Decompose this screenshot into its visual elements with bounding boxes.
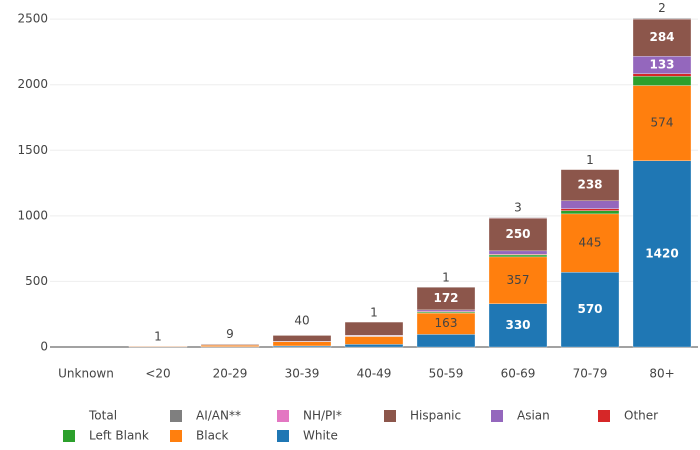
x-tick-label: 50-59 [429, 367, 464, 381]
legend-swatch [277, 430, 289, 442]
bar-segment [488, 217, 548, 218]
legend-label: Hispanic [410, 409, 461, 423]
legend-label: Left Blank [89, 429, 149, 443]
total-label: 1 [370, 305, 378, 319]
legend-label: Other [624, 409, 658, 423]
legend-swatch [277, 410, 289, 422]
value-label: 238 [577, 178, 602, 192]
x-tick-label: 80+ [649, 367, 674, 381]
value-label: 284 [649, 30, 674, 44]
bar-segment [632, 73, 692, 77]
legend-swatch [384, 410, 396, 422]
value-label: 163 [435, 316, 458, 330]
bar-segment [632, 17, 692, 19]
bar-segment [416, 309, 476, 312]
bar-segment [344, 344, 404, 348]
value-label: 1420 [645, 246, 678, 260]
x-tick-label: 60-69 [501, 367, 536, 381]
bar-segment [560, 169, 620, 201]
total-label: 1 [586, 153, 594, 167]
bar-segment [488, 303, 548, 348]
x-tick-label: 70-79 [573, 367, 608, 381]
y-tick-label: 2500 [17, 12, 48, 26]
bar-segment [272, 341, 332, 347]
bar-segment [344, 321, 404, 336]
legend-label: Total [88, 409, 117, 423]
bar-segment [416, 334, 476, 348]
bar-segment [560, 208, 620, 211]
y-tick-label: 500 [25, 274, 48, 288]
bar-segment [272, 345, 332, 348]
total-label: 9 [226, 327, 234, 341]
legend-swatch [63, 430, 75, 442]
x-tick-label: Unknown [58, 367, 114, 381]
legend-label: NH/PI* [303, 409, 342, 423]
bar-segment [344, 336, 404, 345]
value-label: 172 [433, 291, 458, 305]
legend-swatch [170, 430, 182, 442]
bar-segment [632, 18, 692, 57]
value-label: 357 [507, 273, 530, 287]
bar-segment [200, 344, 260, 346]
x-tick-label: 20-29 [213, 367, 248, 381]
legend-label: White [303, 429, 338, 443]
x-tick-label: 40-49 [357, 367, 392, 381]
value-label: 133 [649, 58, 674, 72]
bar-segment [201, 343, 259, 344]
legend-swatch [170, 410, 182, 422]
y-tick-label: 1500 [17, 143, 48, 157]
legend-label: Black [196, 429, 229, 443]
y-tick-label: 0 [40, 340, 48, 354]
value-label: 250 [505, 227, 530, 241]
x-tick-label: <20 [145, 367, 170, 381]
bar-segment [272, 335, 332, 342]
value-label: 330 [505, 318, 530, 332]
total-label: 3 [514, 200, 522, 214]
bar-segment [488, 217, 548, 252]
bar-segment [632, 76, 692, 86]
value-label: 574 [651, 116, 674, 130]
total-label: 1 [154, 330, 162, 344]
bar-segment [488, 250, 548, 255]
legend-label: Asian [517, 409, 550, 423]
bar-segment [632, 85, 692, 161]
y-tick-label: 2000 [17, 77, 48, 91]
x-tick-label: 30-39 [285, 367, 320, 381]
bar-segment [416, 311, 476, 314]
bar-segment [560, 272, 620, 348]
legend-swatch [491, 410, 503, 422]
legend-swatch [598, 410, 610, 422]
bar-segment [488, 256, 548, 304]
value-label: 445 [579, 236, 602, 250]
bar-segment [273, 330, 331, 335]
bar-segment [560, 210, 620, 215]
total-label: 1 [442, 270, 450, 284]
value-label: 570 [577, 302, 602, 316]
bar-segment [488, 254, 548, 258]
bar-segment [560, 213, 620, 273]
legend-label: AI/AN** [196, 409, 241, 423]
bar-segment [632, 160, 692, 348]
y-tick-label: 1000 [17, 208, 48, 222]
bar-segment [560, 200, 620, 209]
bar-segment [200, 345, 260, 347]
total-label: 40 [294, 314, 309, 328]
total-label: 2 [658, 1, 666, 15]
